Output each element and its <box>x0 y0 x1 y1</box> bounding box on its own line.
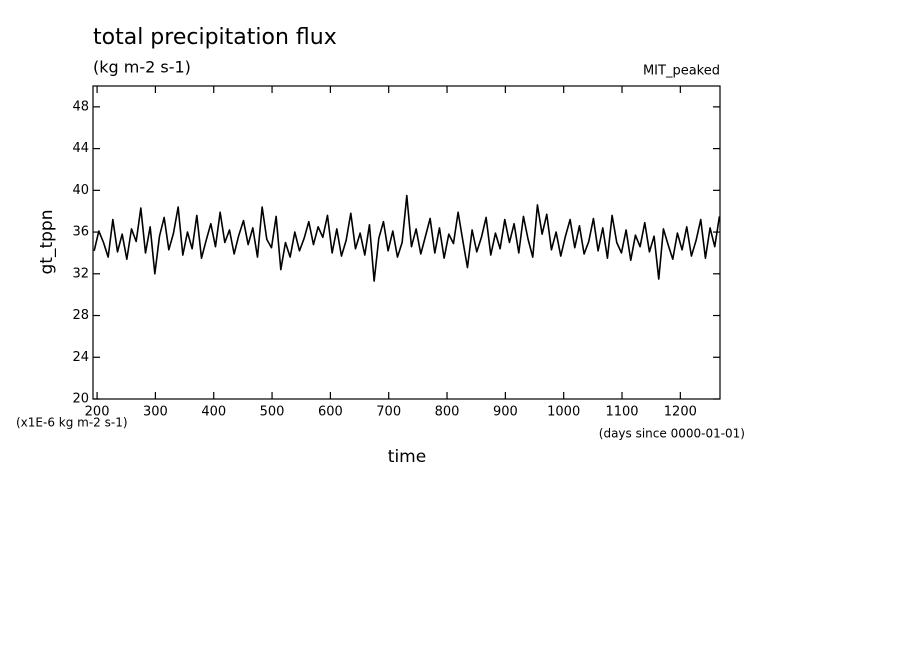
plot-frame <box>92 85 721 400</box>
y-units: (x1E-6 kg m-2 s-1) <box>16 416 128 430</box>
y-tick-label: 28 <box>72 308 89 323</box>
x-tick-label: 200 <box>85 405 110 420</box>
y-tick-label: 20 <box>72 392 89 407</box>
chart-title: total precipitation flux <box>93 25 337 50</box>
y-axis-label: gt_tppn <box>37 210 57 275</box>
y-tick-label: 32 <box>72 266 89 281</box>
annotation: MIT_peaked <box>643 64 720 79</box>
y-tick-label: 40 <box>72 183 89 198</box>
y-tick-label: 24 <box>72 350 89 365</box>
x-tick-label: 300 <box>143 405 168 420</box>
x-tick-label: 600 <box>318 405 343 420</box>
x-tick-label: 1100 <box>605 405 638 420</box>
x-tick-label: 700 <box>376 405 401 420</box>
x-tick-label: 1000 <box>547 405 580 420</box>
x-tick-label: 800 <box>435 405 460 420</box>
x-tick-label: 400 <box>201 405 226 420</box>
x-tick-label: 1200 <box>664 405 697 420</box>
data-line <box>93 194 721 282</box>
y-tick-label: 48 <box>72 99 89 114</box>
x-axis-label: time <box>388 447 426 467</box>
chart-subtitle: (kg m-2 s-1) <box>93 58 191 77</box>
x-tick-label: 900 <box>493 405 518 420</box>
x-tick-label: 500 <box>260 405 285 420</box>
y-tick-label: 36 <box>72 225 89 240</box>
x-units: (days since 0000-01-01) <box>599 427 745 441</box>
y-tick-label: 44 <box>72 141 89 156</box>
